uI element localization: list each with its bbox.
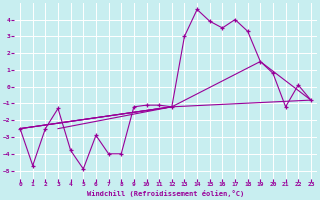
- X-axis label: Windchill (Refroidissement éolien,°C): Windchill (Refroidissement éolien,°C): [87, 190, 244, 197]
